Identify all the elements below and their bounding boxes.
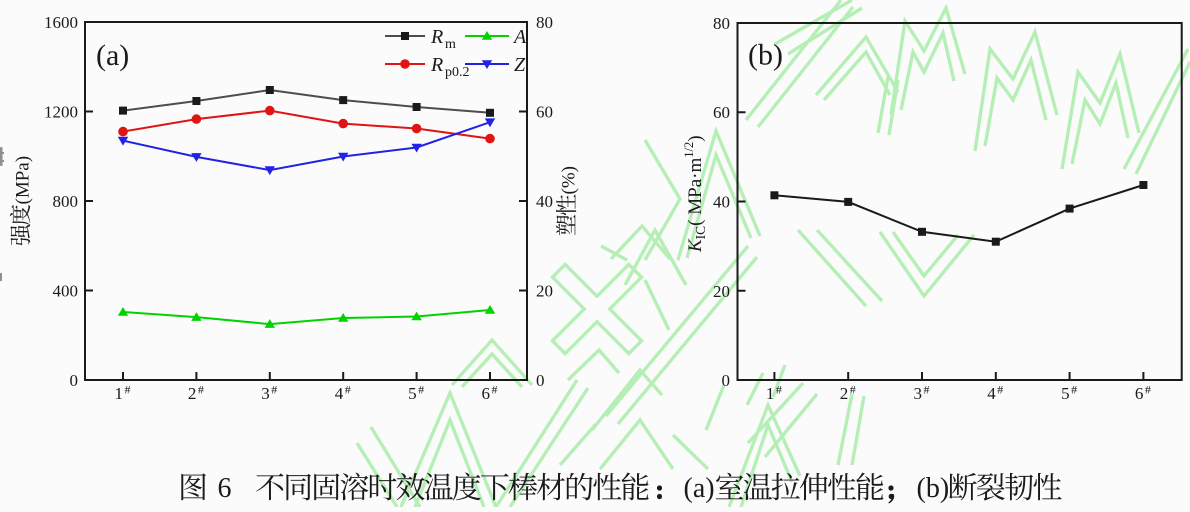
svg-text:(%): (%) <box>559 166 580 194</box>
svg-text:6: 6 <box>1135 384 1144 403</box>
svg-text:#: # <box>1071 383 1077 397</box>
svg-text:#: # <box>492 383 498 397</box>
svg-text:(b): (b) <box>917 473 950 504</box>
svg-text:60: 60 <box>536 103 553 122</box>
svg-text:0: 0 <box>722 371 731 390</box>
svg-text:(a): (a) <box>684 473 715 504</box>
svg-text:6: 6 <box>482 384 491 403</box>
svg-text:5: 5 <box>1061 384 1070 403</box>
svg-text:20: 20 <box>713 282 730 301</box>
svg-text:A: A <box>512 26 527 48</box>
svg-text:(a): (a) <box>96 39 129 72</box>
svg-text:p0.2: p0.2 <box>445 65 470 80</box>
svg-text:800: 800 <box>53 192 79 211</box>
svg-text:#: # <box>776 383 782 397</box>
svg-text:5: 5 <box>408 384 417 403</box>
svg-text:#: # <box>125 383 131 397</box>
svg-text:#: # <box>924 383 930 397</box>
svg-text:m: m <box>445 37 456 52</box>
svg-text:KIC( MPa·m1/2): KIC( MPa·m1/2) <box>682 135 708 253</box>
svg-text:Z: Z <box>514 54 526 76</box>
svg-text:R: R <box>430 54 443 76</box>
svg-text:(b): (b) <box>748 39 783 72</box>
svg-text:#: # <box>418 383 424 397</box>
svg-text:#: # <box>1145 383 1151 397</box>
svg-text:6: 6 <box>218 473 232 504</box>
svg-text:3: 3 <box>261 384 270 403</box>
svg-text:#: # <box>271 383 277 397</box>
svg-text:20: 20 <box>536 282 553 301</box>
svg-text:40: 40 <box>713 193 730 212</box>
svg-text:0: 0 <box>536 371 545 390</box>
svg-text:R: R <box>430 26 443 48</box>
svg-text:2: 2 <box>840 384 849 403</box>
svg-text:0: 0 <box>70 371 79 390</box>
svg-text:#: # <box>997 383 1003 397</box>
svg-text:1: 1 <box>115 384 124 403</box>
svg-text:4: 4 <box>987 384 996 403</box>
svg-text:80: 80 <box>713 14 730 33</box>
svg-text:2: 2 <box>188 384 197 403</box>
svg-text:4: 4 <box>335 384 344 403</box>
svg-text:60: 60 <box>713 103 730 122</box>
svg-text:1600: 1600 <box>44 13 78 32</box>
svg-text:1: 1 <box>766 384 775 403</box>
svg-text:1200: 1200 <box>44 103 78 122</box>
svg-text:#: # <box>345 383 351 397</box>
svg-text:400: 400 <box>53 282 79 301</box>
svg-text:40: 40 <box>536 192 553 211</box>
svg-text:80: 80 <box>536 13 553 32</box>
svg-text:#: # <box>198 383 204 397</box>
svg-text:3: 3 <box>914 384 923 403</box>
svg-text:(MPa): (MPa) <box>13 156 34 205</box>
svg-text:#: # <box>850 383 856 397</box>
